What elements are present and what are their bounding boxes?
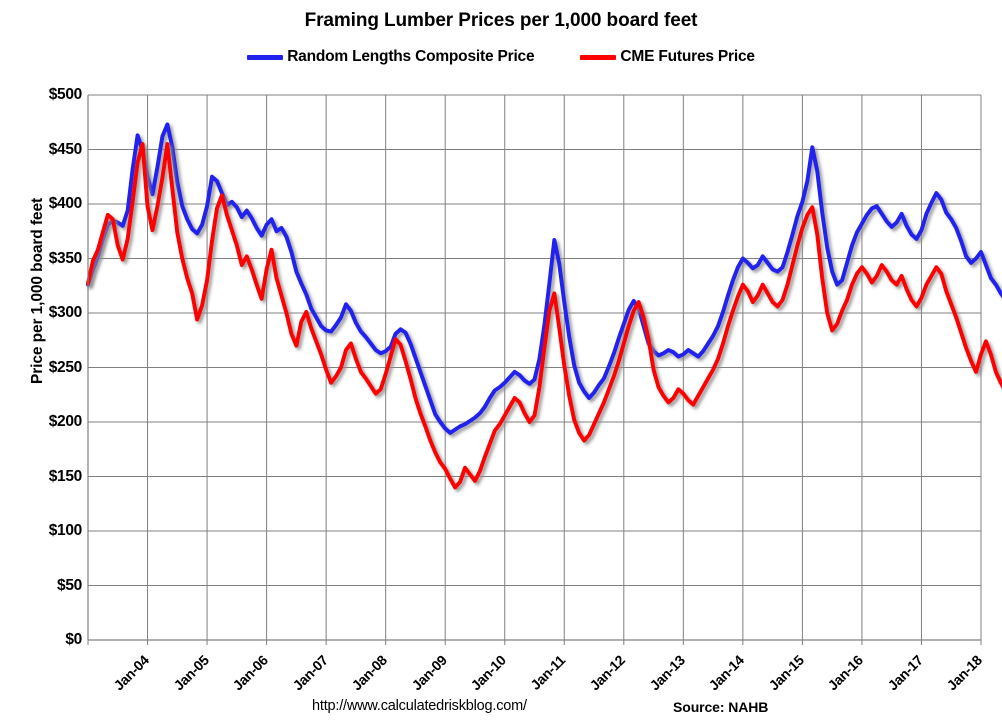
footer-source: Source: NAHB [673, 699, 769, 715]
legend-item-random-lengths: Random Lengths Composite Price [247, 48, 535, 66]
y-axis-tick-labels: $0 $50 $100 $150 $200 $250 $300 $350 $400 $450 $50… [10, 0, 83, 725]
y-tick-label: $200 [48, 413, 83, 430]
series-lines [86, 122, 1002, 490]
chart-legend: Random Lengths Composite Price CME Futur… [0, 48, 1002, 66]
y-tick-label: $400 [48, 195, 83, 212]
y-tick-label: $450 [48, 140, 83, 158]
legend-label-random-lengths: Random Lengths Composite Price [287, 48, 535, 65]
footer-url: http://www.calculatedriskblog.com/ [312, 698, 527, 714]
y-tick-label: $500 [48, 86, 83, 103]
axis-lines [87, 95, 981, 641]
y-tick-label: $150 [48, 467, 83, 485]
legend-swatch-red-icon [580, 54, 617, 60]
gridlines [87, 94, 982, 640]
y-tick-label: $100 [48, 522, 83, 539]
y-tick-label: $50 [57, 576, 82, 594]
legend-swatch-blue-icon [247, 54, 284, 60]
y-tick-label: $250 [48, 358, 83, 376]
series-line-random-lengths [86, 122, 1002, 435]
y-tick-label: $350 [48, 249, 83, 267]
chart-title: Framing Lumber Prices per 1,000 board fe… [304, 10, 698, 31]
x-axis-tick-marks [87, 640, 982, 645]
legend-label-cme-futures: CME Futures Price [620, 48, 755, 65]
series-line-cme-futures [86, 142, 1002, 490]
y-tick-label: $0 [65, 631, 82, 648]
y-tick-label: $300 [48, 304, 83, 321]
legend-item-cme-futures: CME Futures Price [580, 48, 755, 66]
